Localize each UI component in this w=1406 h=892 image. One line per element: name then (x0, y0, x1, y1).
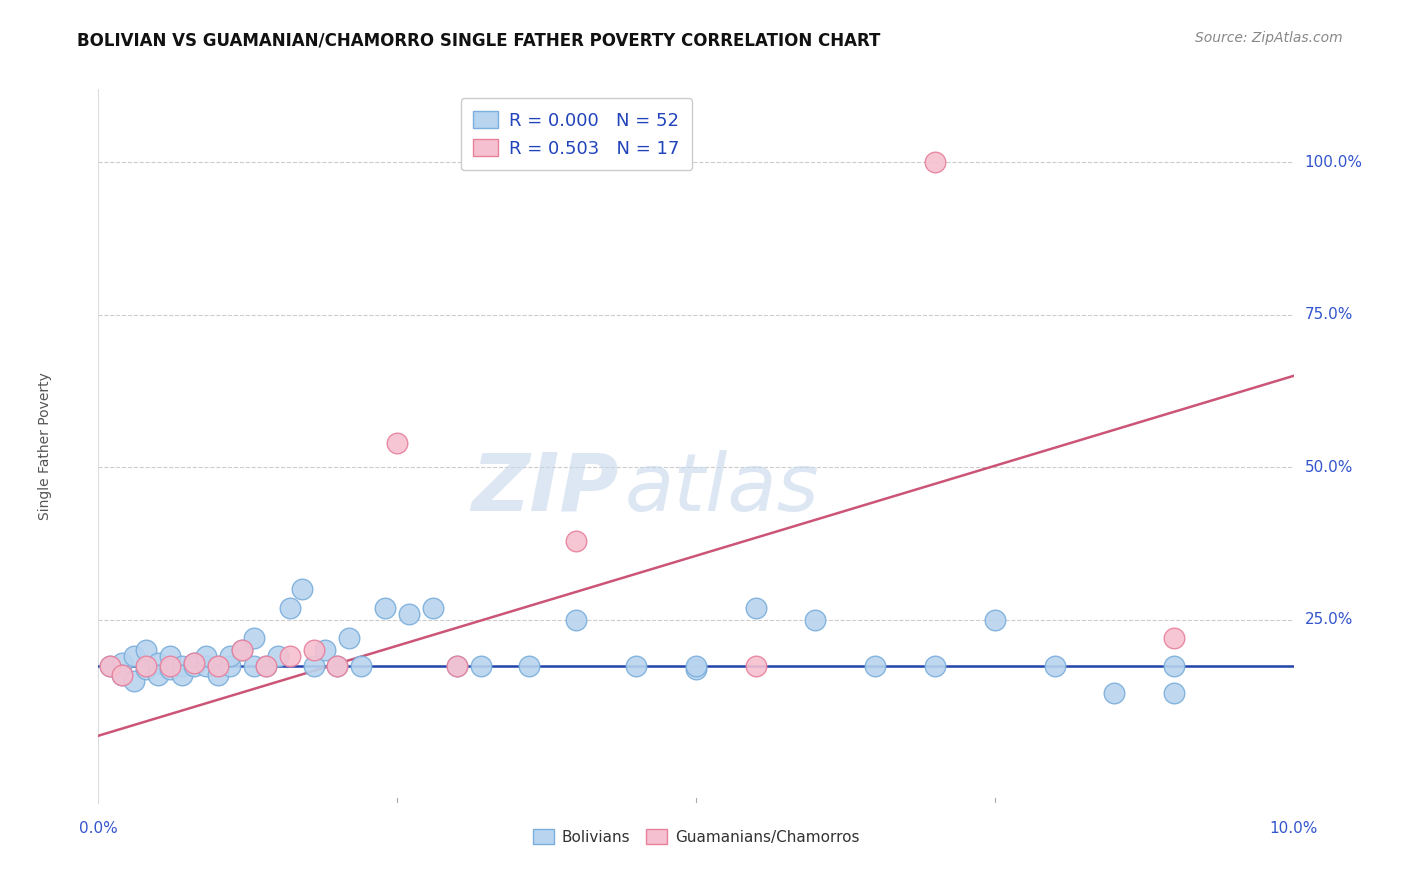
Text: Single Father Poverty: Single Father Poverty (38, 372, 52, 520)
Point (124, 673, 146, 688)
Point (385, 436, 409, 450)
Point (219, 658, 242, 673)
Point (159, 662, 181, 676)
Point (278, 649, 301, 664)
Point (231, 643, 253, 657)
Point (207, 658, 229, 673)
Point (398, 607, 420, 621)
Point (195, 649, 218, 664)
Point (159, 658, 181, 673)
Point (254, 658, 277, 673)
Point (446, 658, 468, 673)
Point (745, 658, 768, 673)
Text: atlas: atlas (624, 450, 820, 528)
Point (124, 649, 146, 664)
Point (924, 658, 946, 673)
Point (1163, 631, 1185, 645)
Text: Source: ZipAtlas.com: Source: ZipAtlas.com (1195, 31, 1343, 45)
Point (1104, 686, 1126, 700)
Point (219, 649, 242, 664)
Point (207, 658, 229, 673)
Point (135, 662, 157, 676)
Text: 10.0%: 10.0% (1270, 822, 1317, 837)
Point (804, 613, 827, 627)
Point (470, 658, 492, 673)
Point (565, 533, 588, 548)
Point (350, 658, 373, 673)
Point (231, 643, 253, 657)
Point (745, 600, 768, 615)
Point (183, 656, 205, 670)
Text: 25.0%: 25.0% (1305, 612, 1353, 627)
Point (195, 658, 218, 673)
Point (685, 658, 707, 673)
Point (374, 600, 396, 615)
Point (135, 643, 157, 657)
Point (135, 658, 157, 673)
Point (98, 658, 122, 673)
Point (254, 658, 277, 673)
Point (172, 658, 194, 673)
Point (111, 667, 134, 681)
Point (302, 643, 325, 657)
Point (183, 656, 205, 670)
Point (111, 667, 134, 681)
Text: 75.0%: 75.0% (1305, 308, 1353, 322)
Legend: Bolivians, Guamanians/Chamorros: Bolivians, Guamanians/Chamorros (524, 822, 868, 852)
Point (626, 658, 648, 673)
Text: BOLIVIAN VS GUAMANIAN/CHAMORRO SINGLE FATHER POVERTY CORRELATION CHART: BOLIVIAN VS GUAMANIAN/CHAMORRO SINGLE FA… (77, 31, 880, 49)
Point (565, 613, 588, 627)
Point (1163, 686, 1185, 700)
Point (207, 667, 229, 681)
Point (291, 582, 314, 597)
Point (148, 656, 170, 670)
Point (422, 600, 444, 615)
Point (446, 658, 468, 673)
Text: 0.0%: 0.0% (79, 822, 118, 837)
Point (315, 643, 337, 657)
Text: 50.0%: 50.0% (1305, 460, 1353, 475)
Point (1163, 658, 1185, 673)
Point (172, 667, 194, 681)
Point (339, 631, 361, 645)
Point (148, 667, 170, 681)
Text: 100.0%: 100.0% (1305, 155, 1362, 169)
Text: ZIP: ZIP (471, 450, 619, 528)
Point (278, 600, 301, 615)
Point (326, 658, 349, 673)
Point (924, 155, 946, 169)
Point (243, 631, 266, 645)
Point (865, 658, 887, 673)
Point (183, 658, 205, 673)
Point (326, 658, 349, 673)
Point (517, 658, 540, 673)
Point (302, 658, 325, 673)
Point (1043, 658, 1066, 673)
Point (267, 649, 290, 664)
Point (685, 662, 707, 676)
Point (159, 649, 181, 664)
Point (111, 656, 134, 670)
Point (243, 658, 266, 673)
Point (98, 658, 122, 673)
Point (984, 613, 1007, 627)
